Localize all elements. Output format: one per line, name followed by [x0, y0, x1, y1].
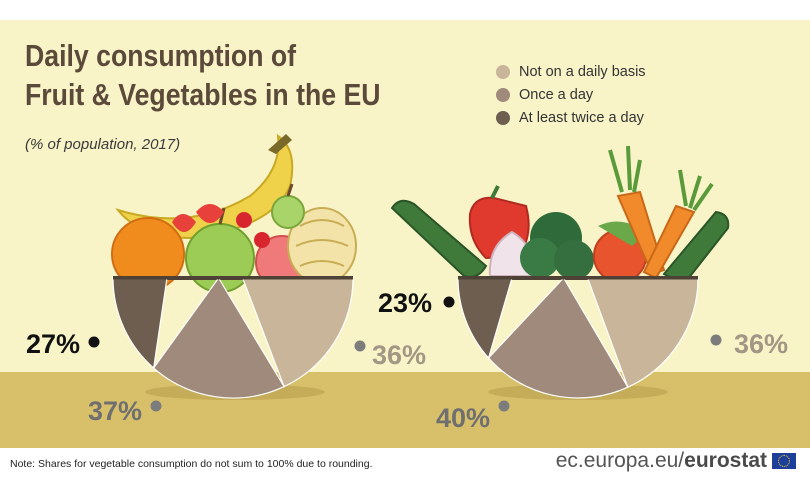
vegetable-illustration	[390, 145, 730, 286]
legend-swatch-icon	[496, 110, 510, 125]
data-label: 27%	[26, 329, 80, 359]
source-brand: eurostat	[684, 449, 767, 472]
carrot-top-icon	[608, 145, 642, 193]
page-title: Daily consumption of Fruit & Vegetables …	[25, 36, 381, 114]
pear-stem-icon	[286, 183, 294, 197]
pepper-stem-icon	[490, 185, 500, 199]
pie-slice	[112, 277, 168, 370]
source-prefix: ec.europa.eu/	[555, 449, 685, 472]
broccoli-icon-3	[554, 240, 594, 280]
legend-swatch-icon	[496, 87, 510, 102]
label-leader-dot	[710, 334, 722, 346]
label-leader-dot	[354, 340, 366, 352]
label-leader-dot	[88, 336, 100, 348]
melon-stripes-icon	[295, 219, 349, 267]
carrot-top-icon-2	[678, 169, 714, 212]
data-label: 40%	[436, 403, 490, 433]
footnote: Note: Shares for vegetable consumption d…	[10, 458, 373, 470]
legend-label: At least twice a day	[519, 109, 644, 126]
apple-stem-icon	[218, 207, 226, 225]
strawberry-icon	[172, 214, 196, 232]
legend-item: Not on a daily basis	[496, 60, 646, 83]
legend-label: Once a day	[519, 86, 594, 103]
banana-stem-icon	[268, 134, 292, 154]
title-line-1: Daily consumption of	[25, 38, 297, 73]
table-surface	[0, 372, 810, 448]
legend: Not on a daily basis Once a day At least…	[496, 60, 646, 129]
pear-icon	[271, 195, 305, 229]
title-line-2: Fruit & Vegetables in the EU	[25, 77, 381, 112]
legend-label: Not on a daily basis	[519, 63, 646, 80]
pie-slice	[487, 277, 629, 399]
broccoli-icon-2	[520, 238, 560, 278]
label-leader-dot	[150, 400, 162, 412]
legend-item: At least twice a day	[496, 106, 646, 129]
data-label: 36%	[734, 329, 788, 359]
cherry-icon	[236, 212, 252, 228]
pie-slice	[152, 276, 285, 399]
eu-flag-icon	[772, 453, 796, 469]
legend-swatch-icon	[496, 64, 510, 79]
source-link[interactable]: ec.europa.eu/eurostat	[556, 449, 796, 473]
legend-item: Once a day	[496, 83, 646, 106]
cherry-icon-2	[254, 232, 270, 248]
label-leader-dot	[498, 400, 510, 412]
bowl-charts: 36% 37% 27% 36% 40% 23%	[26, 276, 788, 433]
cucumber-icon-2	[662, 210, 730, 286]
data-label: 23%	[378, 288, 432, 318]
pie-slice	[241, 277, 354, 388]
data-label: 36%	[372, 340, 426, 370]
data-label: 37%	[88, 396, 142, 426]
subtitle: (% of population, 2017)	[25, 136, 181, 153]
strawberry-icon-2	[196, 204, 224, 223]
label-leader-dot	[443, 296, 455, 308]
pie-slice	[586, 277, 699, 388]
pie-slice	[457, 277, 513, 360]
